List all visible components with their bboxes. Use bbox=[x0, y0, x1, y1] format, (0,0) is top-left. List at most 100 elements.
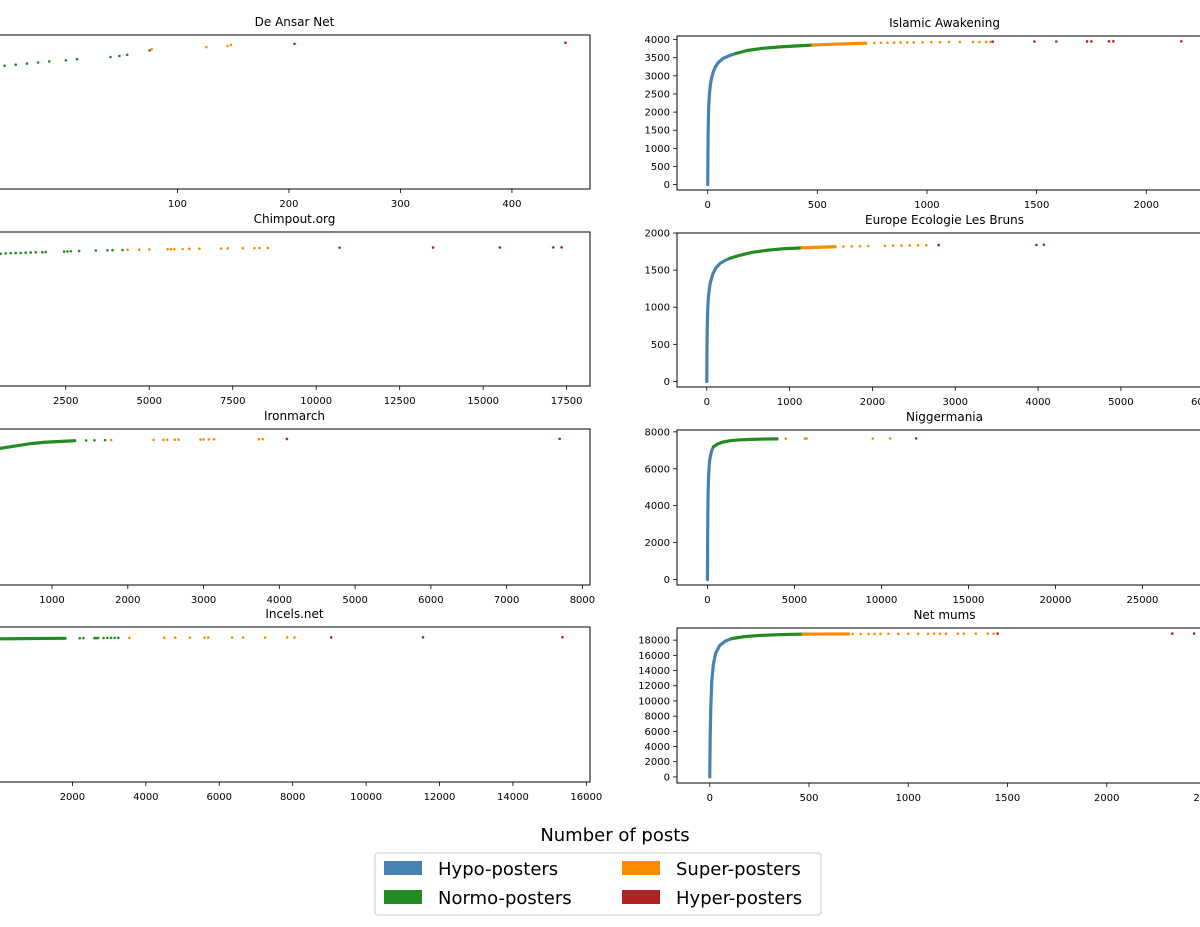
super-point bbox=[263, 636, 267, 639]
x-tick-label: 12000 bbox=[424, 792, 456, 803]
legend-swatch-normo bbox=[384, 890, 422, 904]
normo-point bbox=[24, 251, 28, 254]
super-point bbox=[873, 632, 876, 636]
super-point bbox=[253, 246, 256, 250]
super-point bbox=[188, 636, 192, 639]
super-point bbox=[897, 632, 900, 636]
legend-swatch-super bbox=[622, 861, 660, 875]
super-point bbox=[930, 40, 933, 44]
x-tick-label: 12500 bbox=[384, 396, 416, 407]
hyper-point bbox=[914, 437, 918, 440]
normo-point bbox=[82, 636, 85, 640]
x-tick-label: 1000 bbox=[777, 397, 802, 408]
x-tick-label: 4000 bbox=[267, 595, 292, 606]
super-point bbox=[905, 41, 909, 44]
y-tick-label: 2000 bbox=[645, 108, 670, 119]
x-tick-label: 5000 bbox=[342, 595, 367, 606]
super-point bbox=[293, 636, 296, 639]
super-point bbox=[947, 40, 951, 44]
hyper-point bbox=[1192, 632, 1196, 635]
legend-label-hyper: Hyper-posters bbox=[676, 888, 802, 909]
normo-point bbox=[0, 252, 2, 256]
axes-frame bbox=[0, 34, 591, 190]
super-point bbox=[212, 438, 216, 441]
normo-point bbox=[14, 251, 17, 255]
super-point bbox=[173, 636, 177, 639]
y-tick-label: 6000 bbox=[645, 464, 670, 475]
normo-point bbox=[69, 249, 73, 253]
x-tick-label: 6000 bbox=[207, 792, 232, 803]
axes-frame bbox=[0, 231, 591, 387]
super-point bbox=[162, 438, 165, 442]
x-tick-label: 7500 bbox=[220, 396, 245, 407]
super-point bbox=[177, 438, 180, 441]
normo-point bbox=[19, 251, 23, 255]
x-tick-label: 0 bbox=[704, 595, 710, 606]
hyper-point bbox=[558, 437, 561, 441]
x-tick-label: 100 bbox=[168, 199, 187, 210]
super-point bbox=[916, 244, 920, 247]
normo-point bbox=[117, 636, 120, 640]
super-point bbox=[924, 243, 928, 247]
normo-point bbox=[34, 251, 38, 254]
super-point bbox=[147, 248, 151, 251]
y-tick-label: 8000 bbox=[645, 427, 670, 438]
x-tick-label: 4000 bbox=[1025, 397, 1050, 408]
x-tick-label: 3000 bbox=[191, 595, 216, 606]
normo-curve bbox=[728, 246, 804, 260]
super-point bbox=[900, 244, 903, 247]
x-tick-label: 0 bbox=[705, 200, 711, 211]
hyper-point bbox=[293, 42, 296, 46]
x-tick-label: 1500 bbox=[995, 793, 1020, 804]
super-point bbox=[873, 41, 876, 45]
super-point bbox=[958, 40, 962, 44]
normo-point bbox=[118, 54, 121, 58]
super-point bbox=[128, 636, 131, 640]
super-point bbox=[858, 244, 862, 248]
y-tick-label: 2000 bbox=[645, 229, 670, 240]
y-tick-label: 0 bbox=[664, 377, 670, 388]
x-tick-label: 2000 bbox=[115, 595, 140, 606]
x-tick-label: 5000 bbox=[1108, 397, 1133, 408]
hyper-point bbox=[1035, 243, 1038, 247]
y-tick-label: 8000 bbox=[645, 712, 670, 723]
normo-point bbox=[41, 250, 44, 254]
panel-3: Europe Ecologie Les Bruns 0 1000 2000 3000 40… bbox=[645, 213, 1200, 408]
x-tick-label: 2000 bbox=[1094, 793, 1119, 804]
super-point bbox=[956, 632, 960, 635]
y-tick-label: 4000 bbox=[645, 501, 670, 512]
legend-frame bbox=[374, 852, 822, 916]
hyper-point bbox=[551, 246, 555, 249]
normo-point bbox=[148, 49, 151, 52]
y-tick-label: 0 bbox=[664, 575, 670, 586]
y-tick-label: 0 bbox=[664, 180, 670, 191]
axes-frame bbox=[676, 35, 1200, 191]
y-tick-label: 0 bbox=[664, 772, 670, 783]
x-tick-label: 0 bbox=[707, 793, 713, 804]
axes-frame bbox=[0, 428, 591, 586]
plot-area bbox=[705, 243, 1046, 384]
x-tick-label: 300 bbox=[391, 199, 410, 210]
hyper-point bbox=[1171, 632, 1174, 635]
hyper-point bbox=[1055, 40, 1058, 43]
normo-point bbox=[96, 636, 100, 640]
normo-point bbox=[44, 250, 48, 254]
super-point bbox=[978, 40, 981, 44]
normo-point bbox=[105, 636, 109, 640]
super-point bbox=[879, 41, 883, 45]
hyper-point bbox=[498, 246, 502, 249]
super-point bbox=[805, 437, 808, 440]
super-point bbox=[226, 44, 229, 48]
super-point bbox=[908, 244, 912, 247]
super-point bbox=[962, 632, 966, 635]
super-curve bbox=[811, 41, 868, 47]
panel-title: Niggermania bbox=[906, 410, 983, 424]
super-point bbox=[971, 40, 975, 44]
y-tick-label: 500 bbox=[651, 340, 670, 351]
super-point bbox=[938, 632, 942, 636]
super-point bbox=[257, 437, 261, 441]
x-tick-label: 10000 bbox=[866, 595, 898, 606]
normo-point bbox=[9, 251, 12, 255]
y-tick-label: 18000 bbox=[638, 636, 670, 647]
super-point bbox=[203, 636, 206, 639]
